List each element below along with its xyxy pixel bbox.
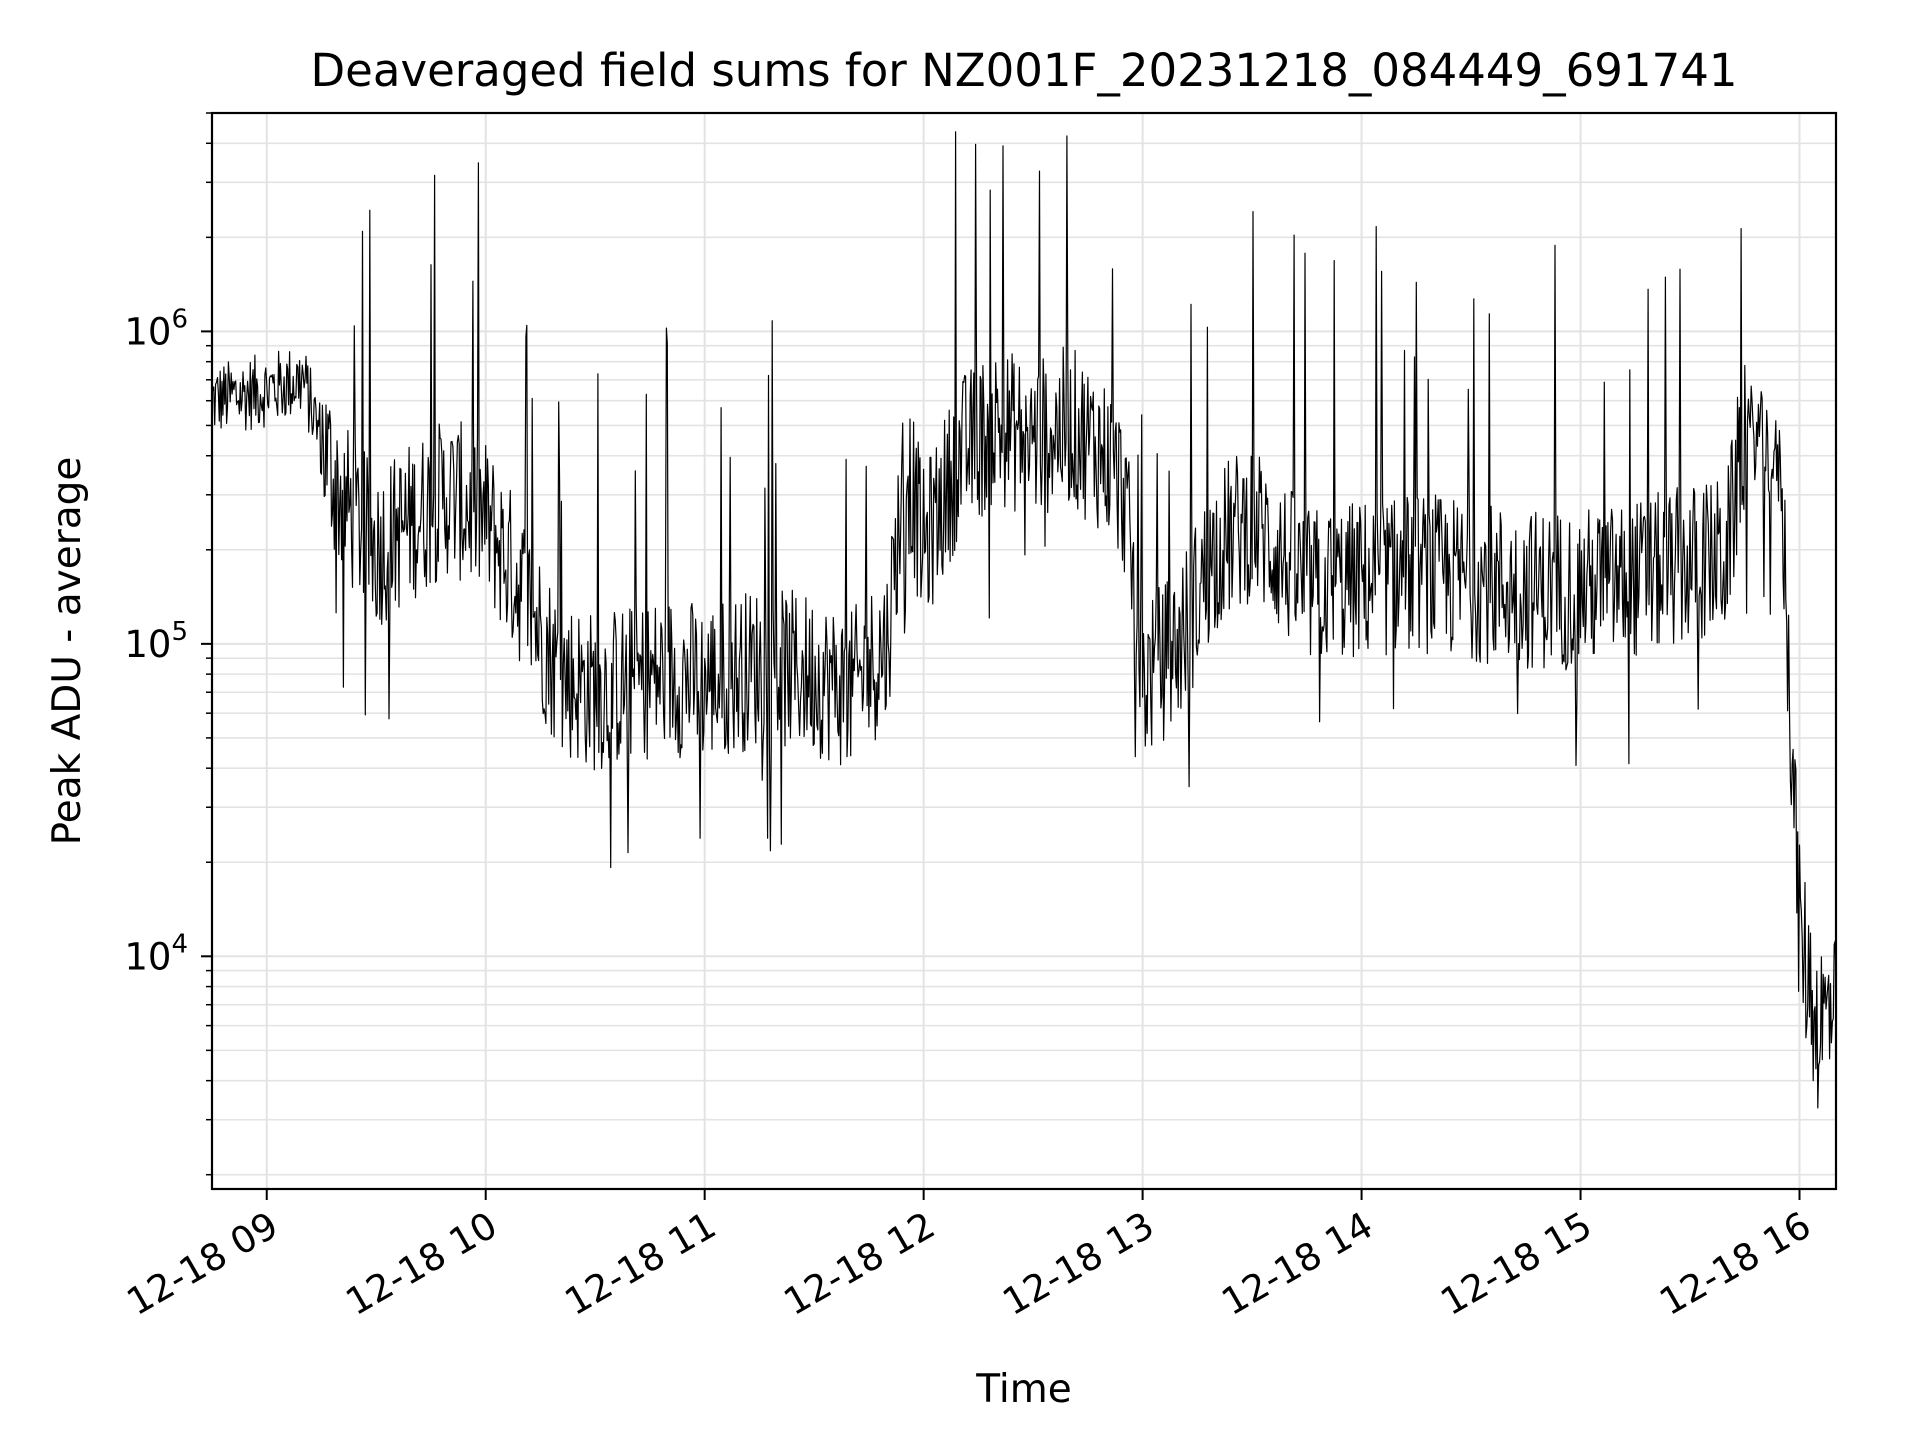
x-axis-label: Time <box>975 1367 1071 1412</box>
y-tick-label: 105 <box>124 617 188 666</box>
plot-frame <box>210 111 1838 1191</box>
grid <box>212 112 1836 1189</box>
y-tick-label: 106 <box>124 304 188 353</box>
series-layer <box>212 131 1836 1109</box>
chart-title: Deaveraged field sums for NZ001F_2023121… <box>311 44 1738 97</box>
series-line <box>212 131 1836 1109</box>
y-tick-label: 104 <box>124 929 188 978</box>
y-axis-label: Peak ADU - average <box>45 457 90 846</box>
